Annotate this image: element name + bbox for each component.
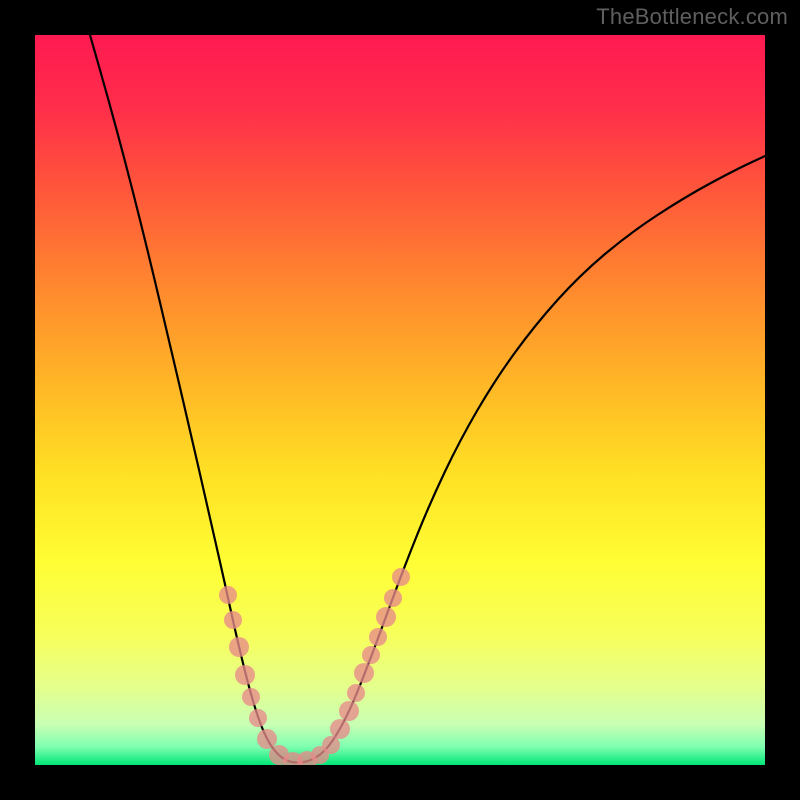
chart-container: TheBottleneck.com bbox=[0, 0, 800, 800]
data-marker bbox=[339, 701, 359, 721]
data-marker bbox=[369, 628, 387, 646]
plot-area bbox=[35, 35, 765, 765]
watermark-text: TheBottleneck.com bbox=[596, 4, 788, 30]
data-marker bbox=[235, 665, 255, 685]
data-marker bbox=[330, 719, 350, 739]
data-marker bbox=[384, 589, 402, 607]
data-marker bbox=[249, 709, 267, 727]
gradient-background bbox=[35, 35, 765, 765]
data-marker bbox=[257, 729, 277, 749]
data-marker bbox=[219, 586, 237, 604]
data-marker bbox=[362, 646, 380, 664]
data-marker bbox=[392, 568, 410, 586]
data-marker bbox=[347, 684, 365, 702]
data-marker bbox=[322, 736, 340, 754]
data-marker bbox=[224, 611, 242, 629]
data-marker bbox=[376, 607, 396, 627]
data-marker bbox=[229, 637, 249, 657]
data-marker bbox=[354, 663, 374, 683]
plot-svg bbox=[35, 35, 765, 765]
data-marker bbox=[242, 688, 260, 706]
